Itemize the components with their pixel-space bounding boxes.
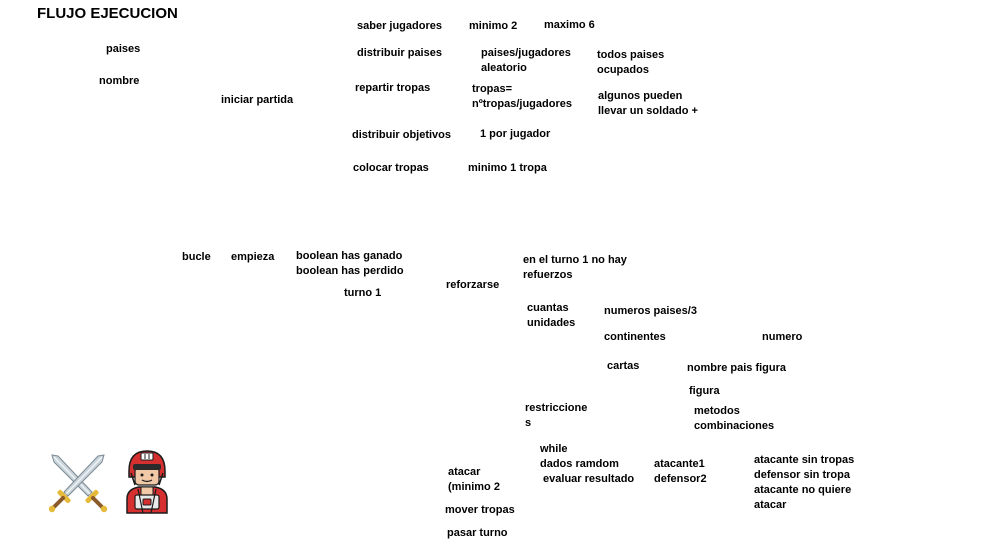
label-tropas-formula: tropas= nºtropas/jugadores [472, 83, 572, 110]
label-booleans: boolean has ganado boolean has perdido [296, 250, 404, 277]
label-repartir-tropas: repartir tropas [355, 82, 431, 94]
label-cartas: cartas [607, 360, 640, 372]
label-minimo-1-tropa: minimo 1 tropa [468, 162, 547, 174]
label-pasar-turno: pasar turno [447, 527, 508, 539]
label-empieza: empieza [231, 251, 275, 263]
label-maximo-6: maximo 6 [544, 19, 595, 31]
label-paises: paises [106, 43, 141, 55]
label-1-por-jugador: 1 por jugador [480, 128, 551, 140]
label-turno1-no-refuerzos: en el turno 1 no hay refuerzos [523, 254, 627, 281]
label-restricciones: restriccione s [525, 402, 588, 429]
diagram-title: FLUJO EJECUCION [37, 5, 178, 22]
label-figura: figura [689, 385, 720, 397]
label-saber-jugadores: saber jugadores [357, 20, 442, 32]
label-nombre: nombre [99, 75, 140, 87]
label-colocar-tropas: colocar tropas [353, 162, 429, 174]
label-continentes: continentes [604, 331, 666, 343]
label-numero: numero [762, 331, 803, 343]
label-algunos-pueden: algunos pueden llevar un soldado + [598, 90, 698, 117]
label-cuantas-unidades: cuantas unidades [527, 302, 576, 329]
label-paises-jugadores-aleatorio: paises/jugadores aleatorio [481, 47, 571, 74]
label-minimo-2: minimo 2 [469, 20, 518, 32]
label-distribuir-objetivos: distribuir objetivos [352, 129, 452, 141]
label-reforzarse: reforzarse [446, 279, 500, 291]
crossed-swords-icon [48, 454, 108, 513]
label-condiciones: atacante sin tropas defensor sin tropa a… [754, 454, 855, 511]
label-while-dados: while dados ramdom evaluar resultado [540, 443, 635, 485]
label-mover-tropas: mover tropas [445, 504, 515, 516]
soldier-icon [126, 450, 168, 514]
label-atacante-defensor: atacante1 defensor2 [654, 458, 707, 485]
label-bucle: bucle [182, 251, 211, 263]
label-turno-1: turno 1 [344, 287, 382, 299]
label-metodos-combinaciones: metodos combinaciones [694, 405, 775, 432]
label-iniciar-partida: iniciar partida [221, 94, 294, 106]
label-nombre-pais-figura: nombre pais figura [687, 362, 787, 374]
label-todos-paises-ocupados: todos paises ocupados [597, 49, 665, 76]
label-distribuir-paises: distribuir paises [357, 47, 442, 59]
label-numeros-paises: numeros paises/3 [604, 305, 697, 317]
label-atacar: atacar (minimo 2 [448, 466, 500, 493]
